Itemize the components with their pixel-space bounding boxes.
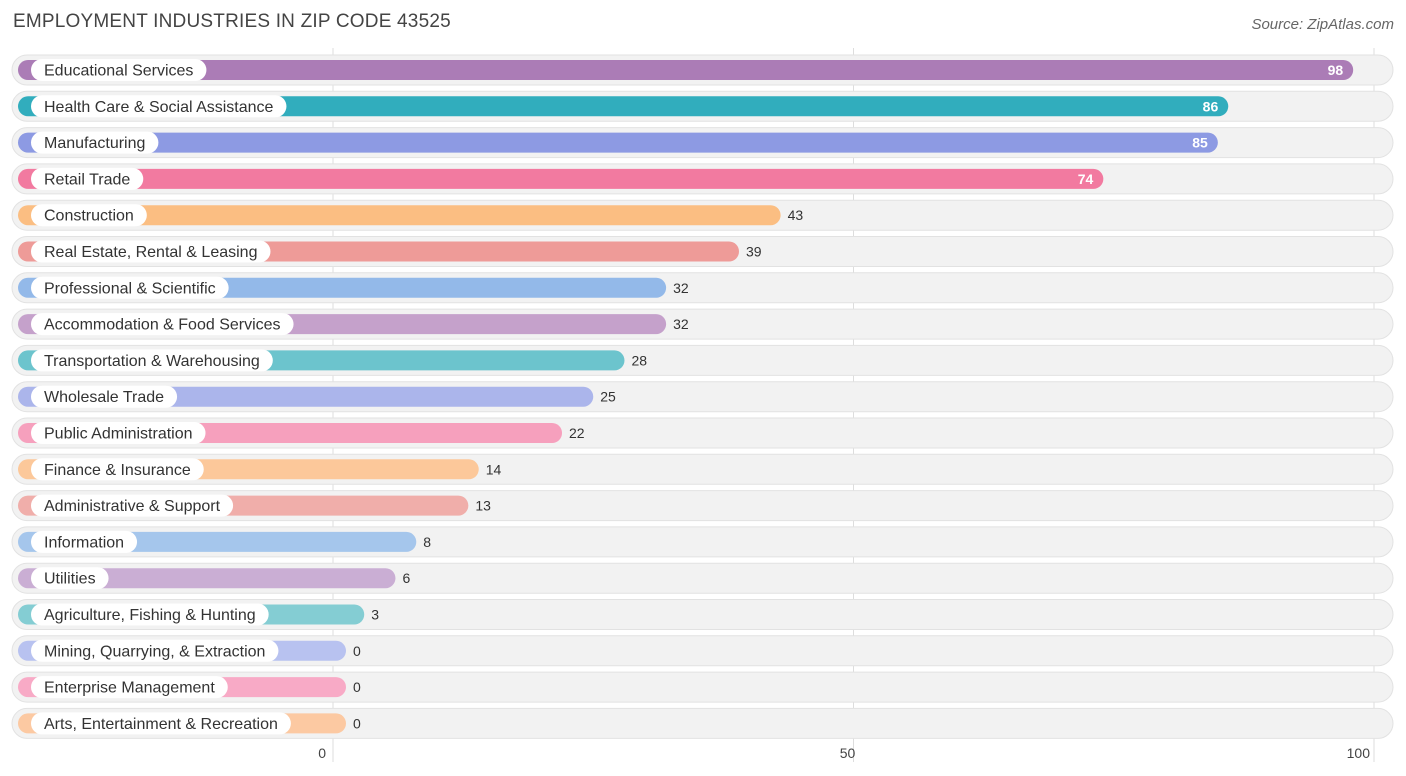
label-pill [31, 530, 138, 553]
value-label: 98 [1328, 62, 1344, 78]
label-pill [31, 204, 147, 227]
bar [18, 60, 1354, 80]
bar [18, 168, 1104, 189]
value-label: 0 [353, 715, 361, 731]
bar-row: Real Estate, Rental & Leasing 39 [11, 236, 1394, 267]
value-label: 14 [486, 461, 502, 477]
label-pill [31, 567, 109, 590]
bar-row: Educational Services 98 [11, 54, 1394, 86]
category-label: Utilities [44, 571, 96, 588]
bar-row: Health Care & Social Assistance 86 [11, 90, 1394, 122]
tick-label: 100 [1347, 745, 1371, 761]
label-pill [31, 422, 206, 444]
label-pill [31, 276, 229, 299]
bar-row: Finance & Insurance 14 [11, 453, 1394, 485]
bar-row: Transportation & Warehousing 28 [11, 344, 1394, 376]
bar-row: Manufacturing 85 [11, 127, 1394, 159]
value-label: 28 [631, 352, 647, 368]
value-label: 43 [788, 207, 804, 223]
label-pill [31, 712, 291, 735]
value-label: 86 [1203, 98, 1219, 114]
bar-row: Retail Trade 74 [11, 163, 1394, 195]
label-pill [31, 240, 271, 263]
tick-label: 50 [840, 745, 856, 761]
bar-track [11, 707, 1394, 739]
category-label: Public Administration [44, 426, 193, 443]
bar-row: Information 8 [11, 526, 1394, 558]
category-label: Construction [44, 208, 134, 225]
chart-title: EMPLOYMENT INDUSTRIES IN ZIP CODE 43525 [13, 11, 451, 32]
value-label: 3 [371, 607, 379, 623]
category-label: Information [44, 534, 124, 551]
bar-row: Enterprise Management 0 [11, 671, 1394, 703]
value-label: 32 [673, 280, 689, 296]
bar-row: Accommodation & Food Services 32 [11, 308, 1394, 340]
value-label: 39 [746, 244, 762, 260]
tick-label: 0 [318, 745, 326, 761]
label-pill [31, 385, 178, 408]
bar [18, 96, 1229, 117]
label-pill [31, 639, 279, 662]
value-label: 0 [353, 679, 361, 695]
category-label: Finance & Insurance [44, 462, 191, 479]
label-pill [31, 603, 269, 626]
category-label: Wholesale Trade [44, 389, 164, 406]
category-label: Professional & Scientific [44, 280, 216, 297]
label-pill [31, 95, 287, 118]
bar [18, 205, 781, 226]
label-pill [31, 59, 207, 81]
category-label: Mining, Quarrying, & Extraction [44, 643, 265, 660]
label-pill [31, 313, 294, 336]
bar-track [11, 671, 1394, 703]
value-label: 8 [423, 534, 431, 550]
value-label: 6 [402, 570, 410, 586]
value-label: 22 [569, 425, 585, 441]
value-label: 32 [673, 316, 689, 332]
category-label: Arts, Entertainment & Recreation [44, 716, 278, 733]
value-label: 13 [475, 498, 491, 514]
bar-row: Agriculture, Fishing & Hunting 3 [11, 599, 1394, 630]
category-label: Transportation & Warehousing [44, 353, 260, 370]
chart-source: Source: ZipAtlas.com [1251, 16, 1394, 33]
bar-row: Mining, Quarrying, & Extraction 0 [11, 635, 1394, 667]
label-pill [31, 494, 234, 517]
label-pill [31, 349, 273, 372]
bar-row: Wholesale Trade 25 [11, 381, 1394, 413]
category-label: Accommodation & Food Services [44, 317, 281, 334]
value-label: 0 [353, 643, 361, 659]
bar [18, 132, 1218, 153]
bar-row: Construction 43 [11, 199, 1394, 231]
bar-track [11, 635, 1394, 667]
label-pill [31, 167, 144, 190]
label-pill [31, 676, 228, 699]
category-label: Manufacturing [44, 135, 145, 152]
category-label: Agriculture, Fishing & Hunting [44, 607, 256, 624]
bar [18, 568, 396, 589]
category-label: Real Estate, Rental & Leasing [44, 244, 257, 261]
value-label: 85 [1192, 135, 1208, 151]
bar-row: Arts, Entertainment & Recreation 0 [11, 707, 1394, 739]
category-label: Enterprise Management [44, 680, 215, 697]
label-pill [31, 458, 204, 481]
value-label: 74 [1078, 171, 1094, 187]
label-pill [31, 131, 159, 154]
category-label: Administrative & Support [44, 498, 221, 515]
category-label: Health Care & Social Assistance [44, 99, 274, 116]
category-label: Educational Services [44, 63, 193, 80]
bar-row: Public Administration 22 [11, 417, 1394, 449]
category-label: Retail Trade [44, 171, 130, 188]
bar-row: Utilities 6 [11, 562, 1394, 594]
bar-row: Administrative & Support 13 [11, 490, 1394, 522]
bar-row: Professional & Scientific 32 [11, 272, 1394, 304]
x-axis: 0 50 100 [318, 745, 1370, 761]
value-label: 25 [600, 389, 616, 405]
